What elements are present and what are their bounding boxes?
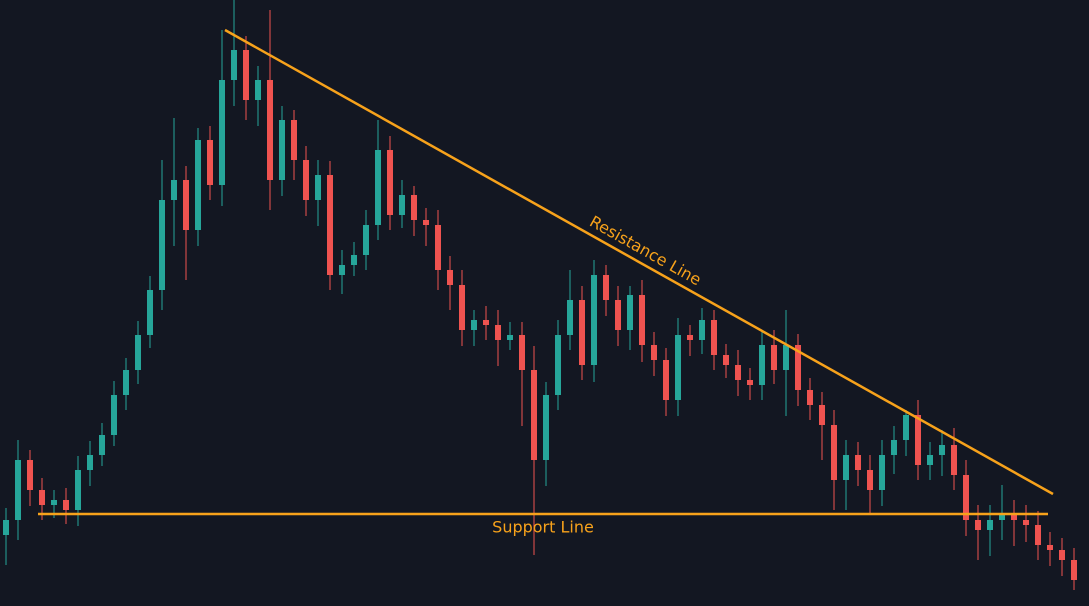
candle-body bbox=[39, 490, 45, 505]
candle-body bbox=[687, 335, 693, 340]
candle-body bbox=[651, 345, 657, 360]
candle-body bbox=[795, 345, 801, 390]
candle-body bbox=[567, 300, 573, 335]
candle-body bbox=[183, 180, 189, 230]
candle-body bbox=[639, 295, 645, 345]
candles bbox=[3, 0, 1077, 590]
candle-body bbox=[327, 175, 333, 275]
candle-body bbox=[1059, 550, 1065, 560]
candle-body bbox=[459, 285, 465, 330]
candle-body bbox=[831, 425, 837, 480]
candle-body bbox=[915, 415, 921, 465]
candle-body bbox=[363, 225, 369, 255]
candle-body bbox=[159, 200, 165, 290]
candle-body bbox=[603, 275, 609, 300]
candle-body bbox=[243, 50, 249, 100]
candle-body bbox=[783, 345, 789, 370]
candle-body bbox=[255, 80, 261, 100]
candle-body bbox=[423, 220, 429, 225]
candle-body bbox=[123, 370, 129, 395]
candle-body bbox=[447, 270, 453, 285]
candle-body bbox=[759, 345, 765, 385]
candle-body bbox=[879, 455, 885, 490]
candle-body bbox=[1011, 515, 1017, 520]
candle-body bbox=[591, 275, 597, 365]
candle-body bbox=[519, 335, 525, 370]
candle-body bbox=[771, 345, 777, 370]
candle-body bbox=[99, 435, 105, 455]
candle-body bbox=[747, 380, 753, 385]
candle-body bbox=[627, 295, 633, 330]
candle-body bbox=[1035, 525, 1041, 545]
candle-body bbox=[111, 395, 117, 435]
candle-body bbox=[1047, 545, 1053, 550]
candle-body bbox=[903, 415, 909, 440]
candle-body bbox=[951, 445, 957, 475]
candle-body bbox=[663, 360, 669, 400]
candle-body bbox=[351, 255, 357, 265]
candle-body bbox=[51, 500, 57, 505]
candle-body bbox=[495, 325, 501, 340]
candle-body bbox=[375, 150, 381, 225]
candle-body bbox=[891, 440, 897, 455]
candle-body bbox=[987, 520, 993, 530]
candle-body bbox=[843, 455, 849, 480]
candle-body bbox=[411, 195, 417, 220]
candle-body bbox=[1023, 520, 1029, 525]
candle-body bbox=[999, 515, 1005, 520]
candle-body bbox=[1071, 560, 1077, 580]
candle-body bbox=[399, 195, 405, 215]
candle-body bbox=[555, 335, 561, 395]
candle-body bbox=[807, 390, 813, 405]
candle-body bbox=[147, 290, 153, 335]
candle-body bbox=[15, 460, 21, 520]
candle-body bbox=[735, 365, 741, 380]
candle-body bbox=[867, 470, 873, 490]
candle-body bbox=[507, 335, 513, 340]
candle-body bbox=[135, 335, 141, 370]
candle-body bbox=[963, 475, 969, 520]
candle-body bbox=[855, 455, 861, 470]
resistance-line bbox=[224, 28, 1054, 496]
candle-body bbox=[699, 320, 705, 340]
candle-body bbox=[675, 335, 681, 400]
candle-body bbox=[471, 320, 477, 330]
candle-body bbox=[63, 500, 69, 510]
candle-body bbox=[219, 80, 225, 185]
candle-body bbox=[207, 140, 213, 185]
candle-body bbox=[279, 120, 285, 180]
candle-body bbox=[723, 355, 729, 365]
candle-body bbox=[303, 160, 309, 200]
candle-body bbox=[819, 405, 825, 425]
candle-body bbox=[27, 460, 33, 490]
candle-body bbox=[267, 80, 273, 180]
candle-body bbox=[975, 520, 981, 530]
candle-body bbox=[3, 520, 9, 535]
candle-body bbox=[939, 445, 945, 455]
candle-body bbox=[315, 175, 321, 200]
candle-body bbox=[531, 370, 537, 460]
candle-body bbox=[435, 225, 441, 270]
candle-body bbox=[231, 50, 237, 80]
candle-body bbox=[543, 395, 549, 460]
candle-body bbox=[387, 150, 393, 215]
candle-body bbox=[927, 455, 933, 465]
candle-body bbox=[75, 470, 81, 510]
candle-body bbox=[291, 120, 297, 160]
candle-body bbox=[615, 300, 621, 330]
candle-body bbox=[483, 320, 489, 325]
candle-body bbox=[339, 265, 345, 275]
candle-body bbox=[171, 180, 177, 200]
candle-body bbox=[579, 300, 585, 365]
candle-body bbox=[711, 320, 717, 355]
support-label: Support Line bbox=[492, 518, 594, 537]
candle-body bbox=[195, 140, 201, 230]
candle-body bbox=[87, 455, 93, 470]
